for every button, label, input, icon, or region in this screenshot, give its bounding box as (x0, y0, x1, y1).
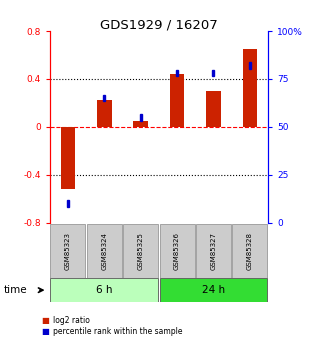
Text: GDS1929 / 16207: GDS1929 / 16207 (100, 19, 218, 32)
Text: GSM85327: GSM85327 (211, 232, 216, 270)
FancyBboxPatch shape (50, 278, 158, 302)
Bar (97, 100, 112, 127)
Bar (103, 95, 105, 101)
FancyBboxPatch shape (196, 224, 231, 278)
Text: GSM85324: GSM85324 (101, 232, 107, 270)
Bar (134, 121, 148, 127)
Text: GSM85325: GSM85325 (138, 232, 144, 270)
Text: ■: ■ (42, 327, 50, 336)
Bar (176, 70, 178, 77)
Bar (206, 91, 221, 127)
Text: GSM85328: GSM85328 (247, 232, 253, 270)
Text: GSM85323: GSM85323 (65, 232, 71, 270)
Bar (140, 114, 142, 120)
FancyBboxPatch shape (123, 224, 158, 278)
Bar (213, 70, 214, 77)
Bar (61, 127, 75, 189)
FancyBboxPatch shape (50, 224, 85, 278)
Text: percentile rank within the sample: percentile rank within the sample (53, 327, 182, 336)
Text: 24 h: 24 h (202, 285, 225, 295)
Bar (249, 62, 251, 69)
FancyBboxPatch shape (87, 224, 122, 278)
FancyBboxPatch shape (232, 224, 267, 278)
FancyBboxPatch shape (160, 278, 267, 302)
Bar (243, 49, 257, 127)
FancyBboxPatch shape (160, 224, 195, 278)
Bar (170, 74, 184, 127)
Bar (67, 200, 69, 207)
Text: ■: ■ (42, 316, 50, 325)
Text: time: time (3, 285, 27, 295)
Text: log2 ratio: log2 ratio (53, 316, 90, 325)
Text: GSM85326: GSM85326 (174, 232, 180, 270)
Text: 6 h: 6 h (96, 285, 113, 295)
